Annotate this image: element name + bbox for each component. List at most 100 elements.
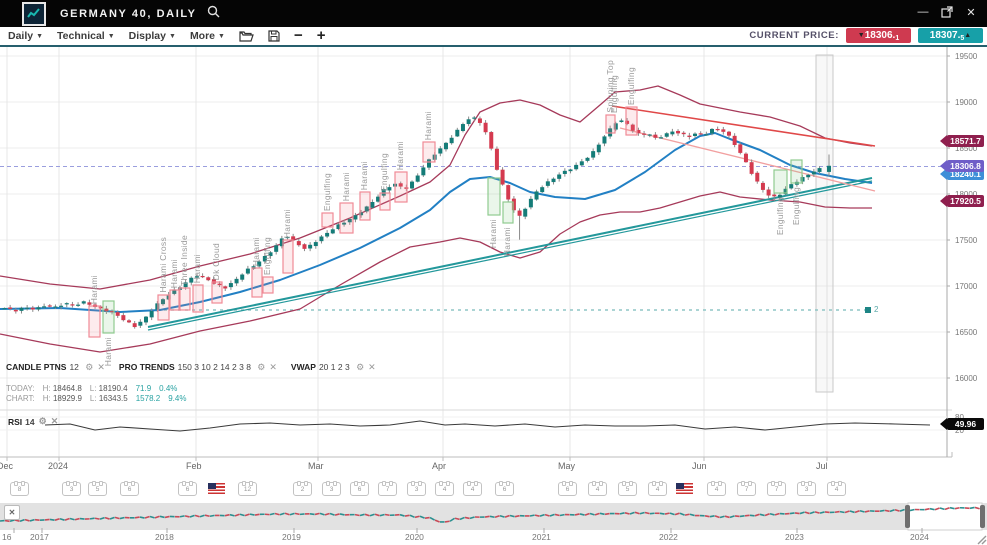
overview-right-handle[interactable] bbox=[980, 505, 985, 528]
calendar-event-icon[interactable]: 7 bbox=[378, 481, 397, 496]
close-icon[interactable]: ✕ bbox=[50, 416, 59, 426]
calendar-event-icon[interactable]: 3 bbox=[62, 481, 81, 496]
calendar-event-icon[interactable]: 7 bbox=[767, 481, 786, 496]
chevron-down-icon: ▼ bbox=[169, 32, 176, 40]
indicator-vwap[interactable]: VWAP 20 1 2 3 ⚙ ✕ bbox=[290, 362, 376, 372]
menu-display[interactable]: Display ▼ bbox=[128, 30, 176, 42]
overview-mini-segment bbox=[239, 513, 245, 517]
minimize-button[interactable]: — bbox=[917, 6, 929, 18]
menu-daily[interactable]: Daily ▼ bbox=[8, 30, 44, 42]
overview-mini-segment bbox=[9, 519, 15, 523]
indicator-pro-trends[interactable]: PRO TRENDS 150 3 10 2 14 2 3 8 ⚙ ✕ bbox=[118, 362, 277, 372]
calendar-event-icon[interactable]: 4 bbox=[707, 481, 726, 496]
candle-body bbox=[166, 294, 171, 300]
menu-more[interactable]: More ▼ bbox=[189, 30, 225, 42]
calendar-event-icon[interactable]: 4 bbox=[435, 481, 454, 496]
pattern-label: Harami bbox=[423, 110, 433, 140]
overview-mini-segment bbox=[859, 509, 865, 513]
candle-body bbox=[121, 315, 126, 321]
candle-body bbox=[115, 312, 120, 316]
indicator-candle-patterns[interactable]: CANDLE PTNS 12 ⚙ ✕ bbox=[6, 362, 105, 372]
overview-mini-segment bbox=[724, 515, 730, 519]
calendar-event-icon[interactable]: 3 bbox=[322, 481, 341, 496]
us-flag-icon[interactable] bbox=[676, 483, 693, 494]
overview-mini-segment bbox=[814, 511, 820, 514]
chevron-down-icon: ▼ bbox=[36, 32, 44, 40]
overview-mini-segment bbox=[204, 514, 210, 518]
candle-body bbox=[806, 174, 811, 178]
pattern-label: Engulfing bbox=[774, 197, 785, 236]
calendar-event-icon[interactable]: 4 bbox=[827, 481, 846, 496]
menu-technical[interactable]: Technical ▼ bbox=[57, 30, 115, 42]
indicator-rsi[interactable]: RSI 14 ⚙ ✕ bbox=[8, 416, 59, 427]
calendar-event-icon[interactable]: 6 bbox=[558, 481, 577, 496]
candle-body bbox=[460, 124, 465, 131]
calendar-event-icon[interactable]: 4 bbox=[588, 481, 607, 496]
calendar-event-icon[interactable]: 3 bbox=[797, 481, 816, 496]
overview-mini-segment bbox=[444, 520, 450, 523]
popout-button[interactable] bbox=[939, 4, 955, 20]
pattern-box bbox=[790, 159, 803, 184]
overview-mini-segment bbox=[334, 513, 340, 516]
overview-mini-segment bbox=[324, 512, 330, 516]
calendar-event-icon[interactable]: 12 bbox=[238, 481, 257, 496]
overview-mini-segment bbox=[574, 513, 580, 516]
gear-icon[interactable]: ⚙ bbox=[38, 416, 47, 426]
candle-body bbox=[70, 304, 75, 306]
candle-body bbox=[313, 242, 318, 247]
overview-mini-segment bbox=[664, 512, 670, 515]
overview-left-handle[interactable] bbox=[905, 505, 910, 528]
pattern-label: Engulfing bbox=[262, 236, 272, 275]
overview-close-button[interactable]: ✕ bbox=[4, 505, 20, 520]
close-icon[interactable]: ✕ bbox=[269, 362, 277, 372]
overview-mini-segment bbox=[244, 513, 250, 517]
zoom-in-button[interactable]: + bbox=[316, 27, 326, 44]
candle-body bbox=[274, 245, 279, 252]
close-button[interactable]: ✕ bbox=[966, 6, 976, 19]
calendar-event-icon[interactable]: 6 bbox=[120, 481, 139, 496]
overview-mini-segment bbox=[289, 512, 295, 516]
today-band bbox=[815, 54, 834, 393]
price-axis-badge: 18306.8 bbox=[940, 160, 984, 172]
calendar-event-icon[interactable]: 4 bbox=[648, 481, 667, 496]
close-icon[interactable]: ✕ bbox=[97, 362, 105, 372]
us-flag-icon[interactable] bbox=[208, 483, 225, 494]
overview-mini-segment bbox=[59, 518, 65, 521]
open-folder-icon[interactable] bbox=[239, 30, 254, 42]
bid-price-badge: ▼ 18306. 1 bbox=[846, 28, 911, 43]
overview-mini-segment bbox=[249, 513, 255, 516]
calendar-event-icon[interactable]: 6 bbox=[495, 481, 514, 496]
candle-body bbox=[534, 191, 539, 200]
candle-body bbox=[794, 181, 799, 185]
calendar-event-icon[interactable]: 6 bbox=[350, 481, 369, 496]
candle-body bbox=[670, 131, 675, 135]
calendar-event-icon[interactable]: 6 bbox=[178, 481, 197, 496]
overview-mini-segment bbox=[619, 512, 625, 515]
search-icon[interactable] bbox=[207, 5, 220, 23]
arrow-down-icon: ▼ bbox=[857, 32, 865, 39]
gear-icon[interactable]: ⚙ bbox=[257, 362, 266, 372]
candle-body bbox=[404, 187, 409, 189]
candle-body bbox=[511, 198, 516, 211]
calendar-event-icon[interactable]: 8 bbox=[10, 481, 29, 496]
save-icon[interactable] bbox=[268, 30, 280, 42]
overview-mini-segment bbox=[74, 517, 80, 521]
calendar-event-icon[interactable]: 3 bbox=[407, 481, 426, 496]
overview-mini-segment bbox=[134, 516, 140, 519]
candle-body bbox=[432, 154, 437, 160]
gear-icon[interactable]: ⚙ bbox=[85, 362, 94, 372]
overview-mini-segment bbox=[99, 516, 105, 520]
candle-body bbox=[596, 144, 601, 153]
calendar-event-icon[interactable]: 5 bbox=[88, 481, 107, 496]
close-icon[interactable]: ✕ bbox=[368, 362, 376, 372]
badge-pointer bbox=[940, 168, 947, 180]
calendar-event-icon[interactable]: 7 bbox=[737, 481, 756, 496]
calendar-event-icon[interactable]: 4 bbox=[463, 481, 482, 496]
zoom-out-button[interactable]: − bbox=[293, 27, 303, 44]
pattern-box bbox=[262, 276, 274, 294]
candle-body bbox=[693, 133, 698, 137]
calendar-event-icon[interactable]: 2 bbox=[293, 481, 312, 496]
candle-body bbox=[743, 153, 748, 163]
gear-icon[interactable]: ⚙ bbox=[356, 362, 365, 372]
calendar-event-icon[interactable]: 5 bbox=[618, 481, 637, 496]
